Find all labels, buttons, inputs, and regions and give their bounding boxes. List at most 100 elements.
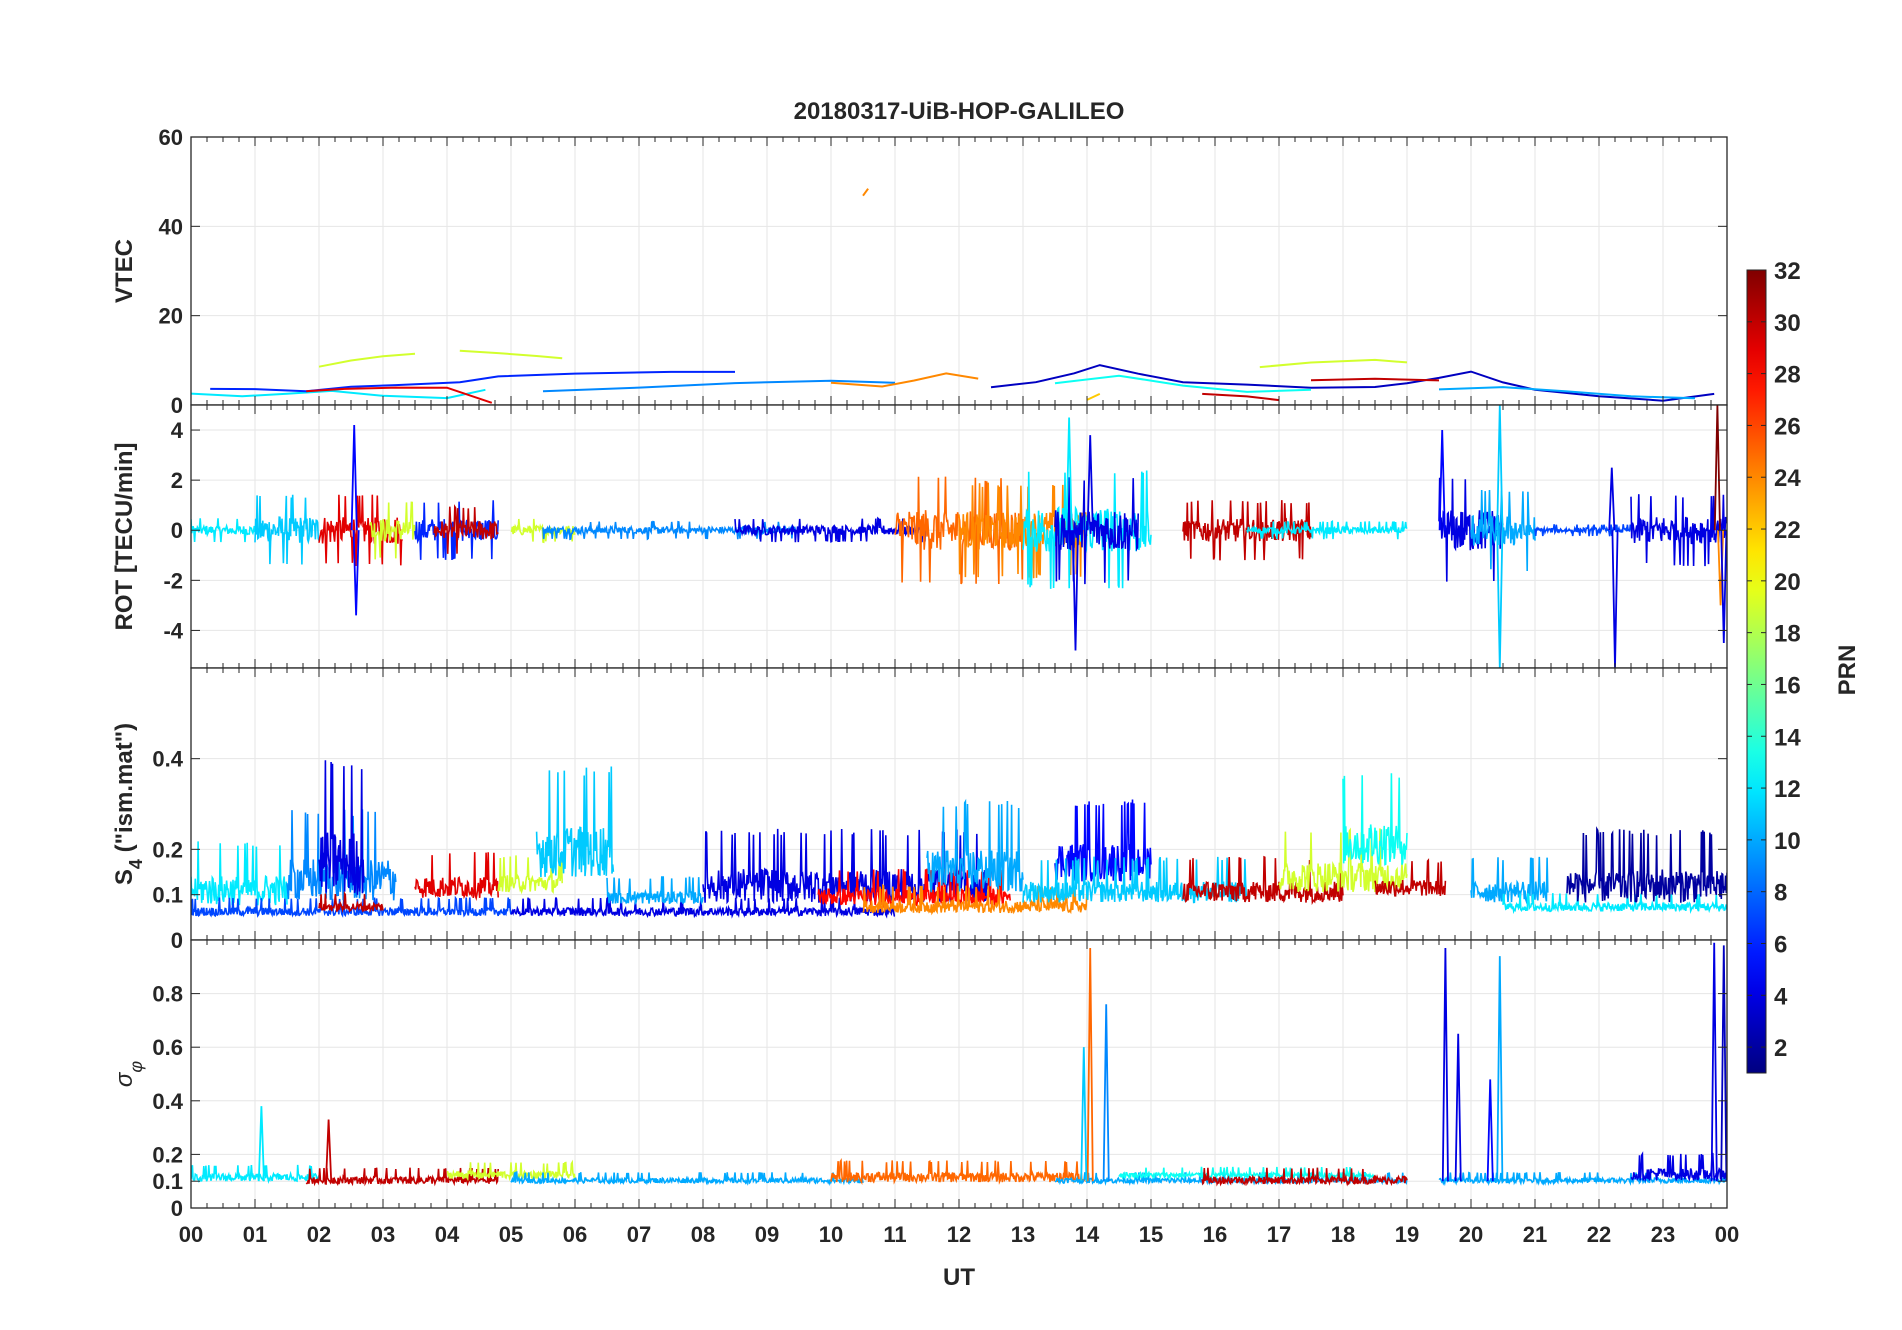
y-tick-label: 0.4 — [152, 747, 183, 772]
spike-mark — [1065, 417, 1073, 531]
y-tick-label: 0 — [171, 518, 183, 543]
colorbar-tick-label: 28 — [1774, 362, 1801, 389]
panel-2: -4 -2 0 2 4 ROT [TECU/min] — [111, 404, 1728, 669]
noise-series-line — [191, 895, 512, 918]
colorbar-tick-label: 24 — [1774, 465, 1801, 492]
noise-series-line — [542, 520, 800, 541]
noise-series-line — [254, 494, 320, 565]
noise-series-line — [1630, 494, 1727, 567]
noise-series-line — [734, 516, 928, 543]
y-tick-label: 0.4 — [152, 1089, 183, 1114]
y-tick-label: 0.2 — [152, 837, 183, 862]
spike-mark — [1086, 947, 1094, 1182]
x-tick-label: 11 — [883, 1222, 906, 1247]
spike-mark — [1441, 947, 1449, 1182]
y-tick-label: 20 — [159, 304, 183, 329]
x-tick-label: 01 — [243, 1222, 267, 1247]
colorbar-tick-label: 4 — [1774, 983, 1788, 1010]
spike-mark — [1454, 1033, 1462, 1182]
noise-series-line — [830, 1158, 1088, 1186]
y-tick-label: 4 — [171, 418, 184, 443]
noise-series-line — [862, 883, 1088, 916]
colorbar-tick-label: 30 — [1774, 310, 1801, 337]
y-tick-label: 0 — [171, 928, 183, 953]
spike-mark — [1086, 435, 1094, 531]
spike-mark — [1713, 405, 1721, 531]
y-tick-label: 0.1 — [152, 883, 183, 908]
noise-series-line — [606, 876, 704, 906]
colorbar-label: PRN — [1834, 645, 1861, 696]
noise-series-line — [446, 1159, 576, 1182]
y-tick-label: 0.8 — [152, 982, 183, 1007]
x-tick-label: 03 — [371, 1222, 395, 1247]
x-tick-label: 09 — [755, 1222, 779, 1247]
y-axis-label: VTEC — [111, 239, 138, 303]
spike-mark — [1496, 405, 1504, 531]
spike-mark — [1072, 530, 1079, 651]
noise-series-line — [191, 841, 288, 906]
x-tick-label: 06 — [563, 1222, 587, 1247]
spike-mark — [1608, 467, 1616, 531]
spike-mark — [1720, 530, 1727, 644]
panel-2-x-ticks — [190, 405, 1728, 668]
panel-1: 0 20 40 60 VTEC — [111, 125, 1728, 418]
y-tick-label: 40 — [159, 214, 183, 239]
x-tick-label: 17 — [1267, 1222, 1291, 1247]
y-tick-label: 0 — [171, 1196, 183, 1221]
spike-mark — [1611, 530, 1619, 668]
y-tick-label: 0.6 — [152, 1035, 183, 1060]
colorbar-tick-label: 14 — [1774, 724, 1801, 751]
noise-series-line — [1502, 892, 1727, 915]
colorbar-tick-label: 20 — [1774, 569, 1801, 596]
noise-series-line — [305, 1167, 499, 1187]
y-tick-label: 60 — [159, 125, 183, 150]
y-tick-label: 0.1 — [152, 1169, 183, 1194]
noise-series-line — [369, 501, 416, 560]
noise-series-line — [318, 891, 384, 914]
vtec-series-line — [1438, 386, 1696, 400]
vtec-series-line — [862, 188, 869, 197]
x-tick-label: 14 — [1075, 1222, 1100, 1247]
vtec-series-line — [1259, 358, 1408, 369]
x-tick-label: 00 — [1715, 1222, 1739, 1247]
spike-mark — [1496, 956, 1504, 1182]
noise-series-line — [1054, 477, 1139, 585]
x-tick-label: 07 — [627, 1222, 651, 1247]
noise-series-line — [1470, 856, 1549, 905]
spike-mark — [257, 1106, 265, 1182]
vtec-series-line — [830, 372, 979, 388]
noise-series-line — [414, 852, 499, 902]
spike-mark — [1438, 429, 1446, 531]
noise-series-line — [1566, 826, 1727, 903]
spike-mark — [1486, 1079, 1494, 1182]
x-tick-label: 16 — [1203, 1222, 1227, 1247]
noise-series-line — [510, 1171, 864, 1187]
x-tick-label: 19 — [1395, 1222, 1419, 1247]
vtec-series-line — [1310, 377, 1440, 382]
panel-3-data — [191, 760, 1727, 919]
colorbar-tick-label: 22 — [1774, 517, 1801, 544]
panel-4-data — [191, 942, 1727, 1187]
noise-series-line — [1374, 858, 1447, 897]
spike-mark — [350, 424, 358, 531]
noise-series-line — [1342, 773, 1408, 866]
chart-title: 20180317-UiB-HOP-GALILEO — [794, 98, 1125, 125]
noise-series-line — [433, 504, 499, 554]
x-tick-label: 22 — [1587, 1222, 1611, 1247]
x-tick-label: 02 — [307, 1222, 331, 1247]
noise-series-line — [1182, 855, 1344, 906]
vtec-series-line — [459, 349, 563, 360]
spike-mark — [1496, 530, 1504, 668]
panel-1-data — [191, 188, 1715, 404]
y-axis-label: ROT [TECU/min] — [111, 443, 138, 631]
vtec-series-line — [1086, 392, 1101, 401]
panel-1-x-ticks — [190, 137, 1728, 405]
vtec-series-line — [1202, 392, 1280, 402]
colorbar-tick-label: 6 — [1774, 931, 1787, 958]
x-tick-label: 20 — [1459, 1222, 1483, 1247]
spike-mark — [325, 1119, 333, 1182]
colorbar-tick-label: 32 — [1774, 258, 1801, 285]
x-tick-label: 05 — [499, 1222, 523, 1247]
